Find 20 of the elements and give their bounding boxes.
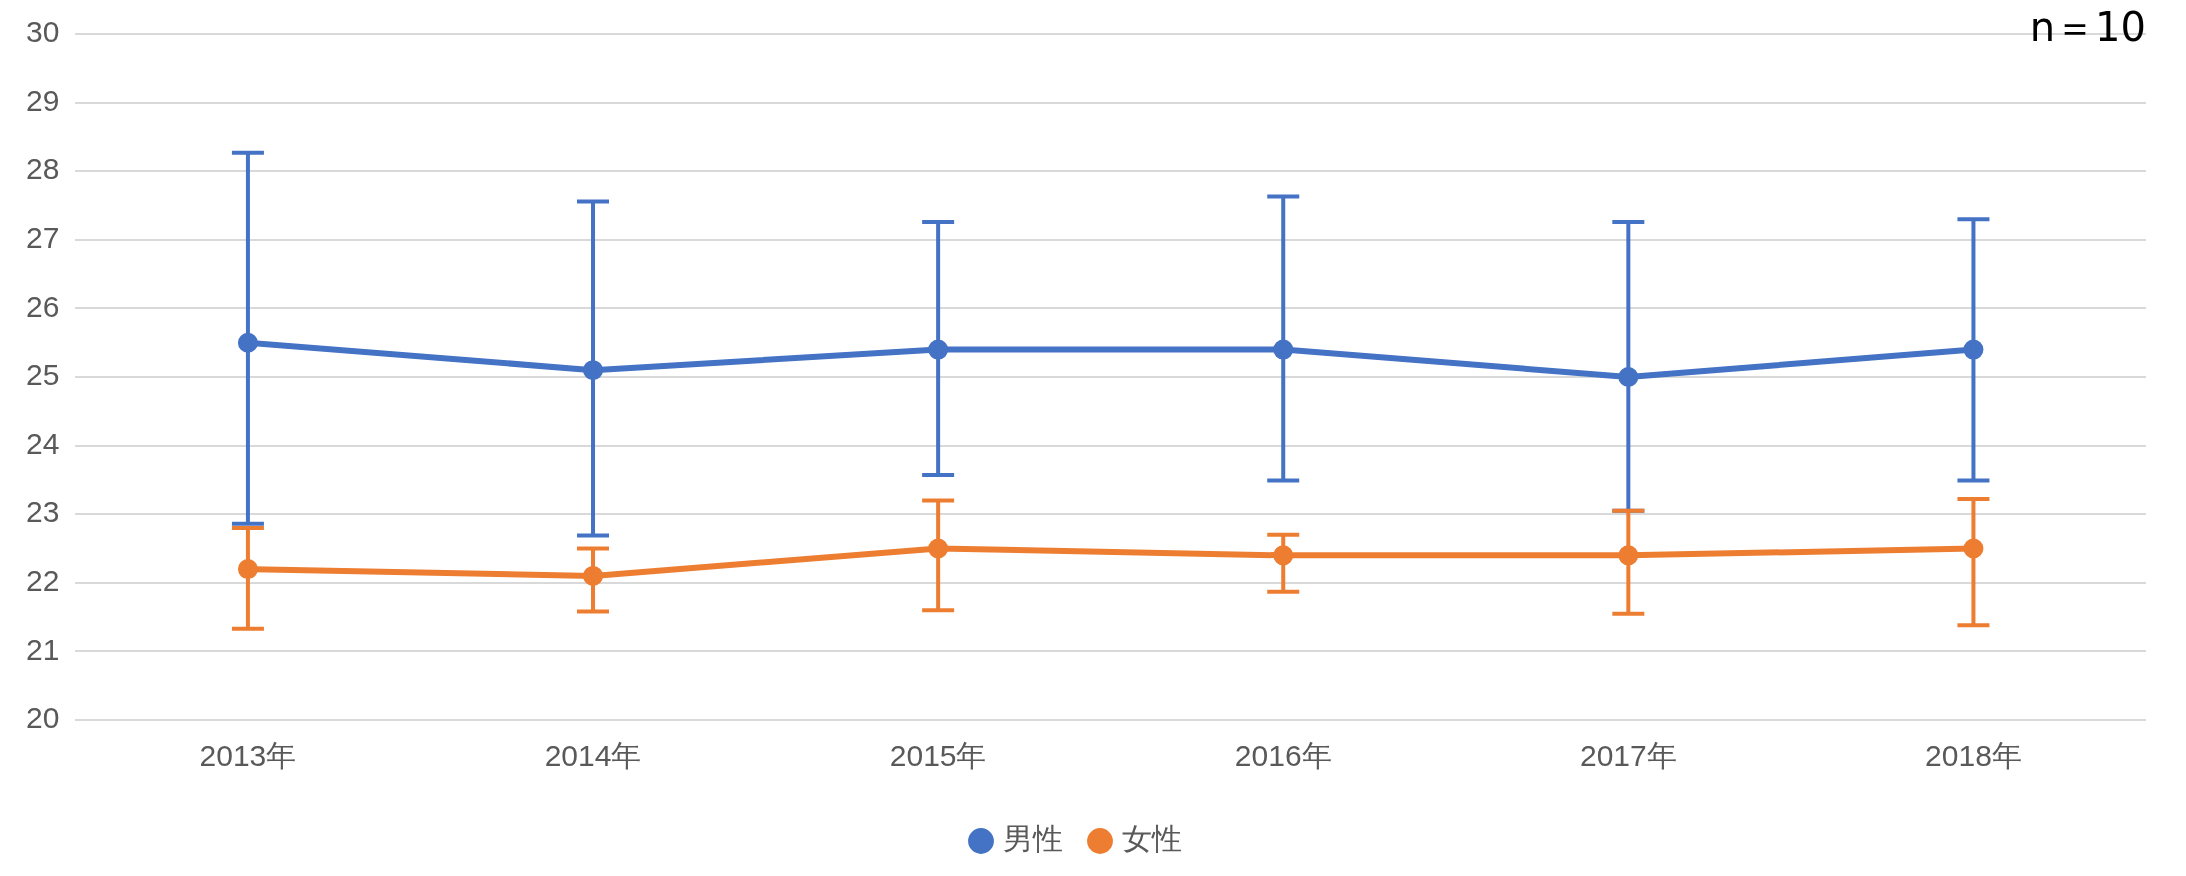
y-tick-label: 26 (25, 289, 60, 323)
x-tick-label: 2013年 (199, 739, 297, 773)
x-tick-label: 2015年 (889, 739, 987, 773)
x-tick-label: 2016年 (1234, 739, 1332, 773)
y-tick-label: 28 (25, 152, 60, 186)
y-tick-label: 23 (25, 495, 60, 529)
y-tick-label: 20 (25, 701, 60, 735)
legend-label: 女性 (1122, 822, 1182, 856)
y-tick-label: 25 (25, 358, 60, 392)
y-tick-label: 30 (25, 15, 60, 49)
legend-label: 男性 (1003, 822, 1063, 856)
x-tick-label: 2017年 (1579, 739, 1677, 773)
y-tick-label: 24 (25, 426, 60, 460)
y-tick-label: 27 (25, 221, 60, 255)
y-tick-label: 29 (25, 83, 60, 117)
y-tick-label: 22 (25, 564, 60, 598)
y-tick-label: 21 (25, 632, 60, 666)
x-tick-label: 2018年 (1925, 739, 2022, 773)
x-tick-label: 2014年 (544, 739, 642, 773)
annotation: n＝10 (2029, 3, 2146, 52)
